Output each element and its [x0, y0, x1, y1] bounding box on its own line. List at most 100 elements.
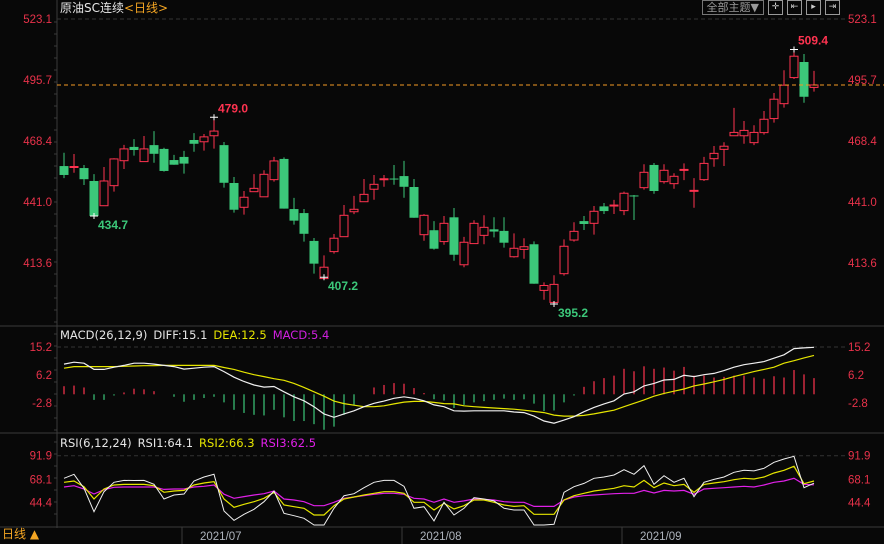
- candle[interactable]: [469, 220, 479, 245]
- candle[interactable]: [479, 215, 489, 245]
- play-button[interactable]: ▸: [806, 0, 821, 15]
- candle[interactable]: [299, 209, 309, 242]
- candle[interactable]: [609, 199, 619, 214]
- candle-body: [629, 195, 639, 197]
- candle[interactable]: [489, 217, 499, 238]
- macd-panel[interactable]: [63, 346, 815, 430]
- candle[interactable]: [59, 152, 69, 179]
- candle[interactable]: [359, 178, 369, 203]
- candle[interactable]: [679, 163, 689, 181]
- candle[interactable]: [219, 141, 229, 188]
- candle[interactable]: [629, 195, 639, 220]
- move-right-button[interactable]: ⇥: [825, 0, 840, 15]
- period-indicator[interactable]: <日线>: [124, 1, 169, 15]
- price-tick-right: 441.0: [848, 197, 877, 209]
- candle[interactable]: [459, 236, 469, 268]
- candle[interactable]: [389, 164, 399, 185]
- candle-body: [689, 189, 699, 192]
- candle[interactable]: [289, 197, 299, 225]
- candle[interactable]: [649, 162, 659, 194]
- candle[interactable]: [689, 178, 699, 208]
- candle[interactable]: [589, 205, 599, 235]
- candle-body: [179, 156, 189, 164]
- period-selector[interactable]: 日线 ▲: [2, 527, 40, 541]
- candle[interactable]: [139, 135, 149, 163]
- candle[interactable]: [799, 53, 809, 103]
- rsi-panel[interactable]: [63, 455, 815, 526]
- candle[interactable]: [179, 150, 189, 174]
- candle[interactable]: [399, 160, 409, 198]
- candle[interactable]: [789, 49, 799, 79]
- candle[interactable]: [209, 117, 219, 149]
- candle[interactable]: [749, 125, 759, 146]
- candle[interactable]: [729, 107, 739, 137]
- candle[interactable]: [739, 121, 749, 144]
- candle[interactable]: [119, 144, 129, 169]
- candle[interactable]: [759, 111, 769, 135]
- candle[interactable]: [519, 238, 529, 259]
- candle[interactable]: [509, 233, 519, 258]
- candle[interactable]: [239, 191, 249, 215]
- candle[interactable]: [809, 70, 819, 92]
- candle[interactable]: [619, 191, 629, 216]
- candle[interactable]: [349, 195, 359, 215]
- candle[interactable]: [699, 156, 709, 181]
- candle[interactable]: [529, 241, 539, 284]
- candle[interactable]: [259, 170, 269, 198]
- candle[interactable]: [569, 222, 579, 242]
- instrument-name: 原油SC连续: [60, 1, 124, 15]
- candle[interactable]: [549, 275, 559, 304]
- candle[interactable]: [579, 215, 589, 231]
- candle[interactable]: [369, 174, 379, 200]
- candle-body: [469, 222, 479, 245]
- candle[interactable]: [129, 139, 139, 156]
- candle[interactable]: [769, 92, 779, 123]
- candle[interactable]: [419, 214, 429, 241]
- candle-body: [169, 160, 179, 165]
- candle-body: [399, 176, 409, 187]
- candle[interactable]: [429, 221, 439, 250]
- candle-body: [579, 221, 589, 224]
- rsi-tick-right: 44.4: [848, 498, 871, 510]
- candle[interactable]: [249, 174, 259, 193]
- candle[interactable]: [149, 131, 159, 163]
- candle[interactable]: [309, 238, 319, 274]
- candle-body: [479, 226, 489, 236]
- candle[interactable]: [89, 174, 99, 216]
- theme-dropdown[interactable]: 全部主题▼: [701, 0, 764, 15]
- candle[interactable]: [329, 234, 339, 254]
- candle[interactable]: [159, 147, 169, 172]
- candle[interactable]: [279, 157, 289, 209]
- candle[interactable]: [559, 239, 569, 276]
- candlestick-panel[interactable]: 479.0 434.7 407.2 395.2 509.4: [57, 34, 884, 320]
- candle[interactable]: [379, 174, 389, 187]
- candle[interactable]: [169, 154, 179, 165]
- extreme-marker: [210, 114, 218, 121]
- candle[interactable]: [69, 154, 79, 173]
- candle[interactable]: [669, 173, 679, 189]
- candle[interactable]: [269, 156, 279, 182]
- candle[interactable]: [719, 142, 729, 167]
- candle[interactable]: [449, 207, 459, 261]
- candle[interactable]: [709, 146, 719, 167]
- candle[interactable]: [439, 215, 449, 245]
- crosshair-button[interactable]: ✛: [768, 0, 783, 15]
- candle-body: [759, 118, 769, 134]
- dea-line: [63, 354, 815, 417]
- candle[interactable]: [639, 164, 649, 190]
- candle[interactable]: [499, 217, 509, 248]
- candle[interactable]: [539, 282, 549, 300]
- candle[interactable]: [599, 203, 609, 214]
- candle[interactable]: [409, 178, 419, 218]
- candle[interactable]: [229, 176, 239, 213]
- candle[interactable]: [199, 133, 209, 151]
- candle[interactable]: [189, 133, 199, 152]
- candle[interactable]: [99, 166, 109, 207]
- candle[interactable]: [779, 70, 789, 108]
- candle[interactable]: [109, 158, 119, 192]
- candle[interactable]: [339, 205, 349, 238]
- candle[interactable]: [79, 164, 89, 185]
- zoom-range-button[interactable]: ⇤: [787, 0, 802, 15]
- candle[interactable]: [659, 164, 669, 184]
